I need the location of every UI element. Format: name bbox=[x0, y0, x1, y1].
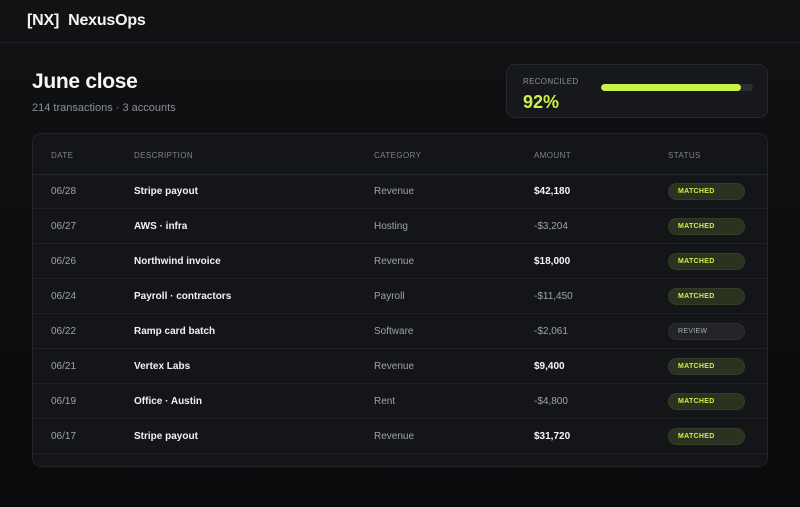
cell-description: Stripe payout bbox=[134, 431, 198, 442]
cell-description: Office · Austin bbox=[134, 396, 202, 407]
cell-amount: $42,180 bbox=[534, 186, 571, 197]
cell-date: 06/17 bbox=[51, 431, 77, 442]
column-header-amount[interactable]: AMOUNT bbox=[534, 151, 572, 160]
reconciled-value: 92% bbox=[523, 92, 560, 112]
table-row[interactable]: 06/28 Stripe payout Revenue $42,180 MATCHED bbox=[33, 174, 767, 209]
page-subtitle: 214 transactions · 3 accounts bbox=[32, 102, 176, 114]
top-bar: [NX] NexusOps bbox=[0, 0, 800, 43]
cell-category: Revenue bbox=[374, 186, 415, 197]
table-header: DATE DESCRIPTION CATEGORY AMOUNT STATUS bbox=[33, 134, 767, 175]
app-name: NexusOps bbox=[68, 12, 146, 29]
cell-category: Revenue bbox=[374, 361, 415, 372]
reconciled-label: RECONCILED bbox=[523, 77, 579, 86]
status-badge[interactable]: MATCHED bbox=[668, 428, 745, 445]
cell-description: Payroll · contractors bbox=[134, 291, 232, 302]
column-header-date[interactable]: DATE bbox=[51, 151, 74, 160]
cell-category: Software bbox=[374, 326, 414, 337]
column-header-description[interactable]: DESCRIPTION bbox=[134, 151, 194, 160]
cell-amount: $18,000 bbox=[534, 256, 571, 267]
cell-description: Vertex Labs bbox=[134, 361, 191, 372]
status-badge[interactable]: MATCHED bbox=[668, 288, 745, 305]
status-badge[interactable]: MATCHED bbox=[668, 253, 745, 270]
table-row[interactable]: 06/27 AWS · infra Hosting -$3,204 MATCHED bbox=[33, 209, 767, 244]
table-row[interactable]: 06/19 Office · Austin Rent -$4,800 MATCHED bbox=[33, 384, 767, 419]
cell-date: 06/28 bbox=[51, 186, 77, 197]
cell-amount: -$11,450 bbox=[534, 291, 573, 302]
cell-description: Northwind invoice bbox=[134, 256, 221, 267]
table-row[interactable]: 06/17 Stripe payout Revenue $31,720 MATCHED bbox=[33, 419, 767, 454]
cell-date: 06/19 bbox=[51, 396, 77, 407]
status-badge[interactable]: MATCHED bbox=[668, 183, 745, 200]
transactions-table: DATE DESCRIPTION CATEGORY AMOUNT STATUS … bbox=[32, 133, 768, 467]
cell-category: Payroll bbox=[374, 291, 405, 302]
cell-category: Revenue bbox=[374, 431, 415, 442]
reconciled-card: RECONCILED 92% bbox=[506, 64, 768, 118]
reconciled-progress-fill bbox=[601, 84, 741, 91]
cell-amount: -$2,061 bbox=[534, 326, 568, 337]
page-title: June close bbox=[32, 70, 138, 93]
cell-category: Revenue bbox=[374, 256, 415, 267]
brand[interactable]: [NX] NexusOps bbox=[27, 12, 146, 30]
status-badge[interactable]: MATCHED bbox=[668, 218, 745, 235]
cell-date: 06/27 bbox=[51, 221, 77, 232]
cell-date: 06/26 bbox=[51, 256, 77, 267]
cell-date: 06/24 bbox=[51, 291, 77, 302]
table-row[interactable]: 06/22 Ramp card batch Software -$2,061 REVIE… bbox=[33, 314, 767, 349]
page-header: June close 214 transactions · 3 accounts bbox=[32, 70, 176, 114]
status-badge[interactable]: MATCHED bbox=[668, 358, 745, 375]
status-badge[interactable]: REVIEW bbox=[668, 323, 745, 340]
reconciled-progress-bar bbox=[601, 84, 753, 91]
cell-date: 06/21 bbox=[51, 361, 77, 372]
table-row[interactable]: 06/24 Payroll · contractors Payroll -$11,45… bbox=[33, 279, 767, 314]
cell-description: AWS · infra bbox=[134, 221, 188, 232]
column-header-status[interactable]: STATUS bbox=[668, 151, 701, 160]
cell-category: Rent bbox=[374, 396, 396, 407]
cell-amount: $31,720 bbox=[534, 431, 571, 442]
cell-category: Hosting bbox=[374, 221, 408, 232]
cell-amount: -$3,204 bbox=[534, 221, 568, 232]
table-row[interactable]: 06/21 Vertex Labs Revenue $9,400 MATCHED bbox=[33, 349, 767, 384]
column-header-category[interactable]: CATEGORY bbox=[374, 151, 422, 160]
cell-description: Stripe payout bbox=[134, 186, 198, 197]
table-row[interactable]: 06/26 Northwind invoice Revenue $18,000 MATC… bbox=[33, 244, 767, 279]
cell-amount: $9,400 bbox=[534, 361, 565, 372]
cell-description: Ramp card batch bbox=[134, 326, 216, 337]
status-badge[interactable]: MATCHED bbox=[668, 393, 745, 410]
cell-date: 06/22 bbox=[51, 326, 77, 337]
cell-amount: -$4,800 bbox=[534, 396, 568, 407]
brand-logo: [NX] bbox=[27, 12, 60, 29]
